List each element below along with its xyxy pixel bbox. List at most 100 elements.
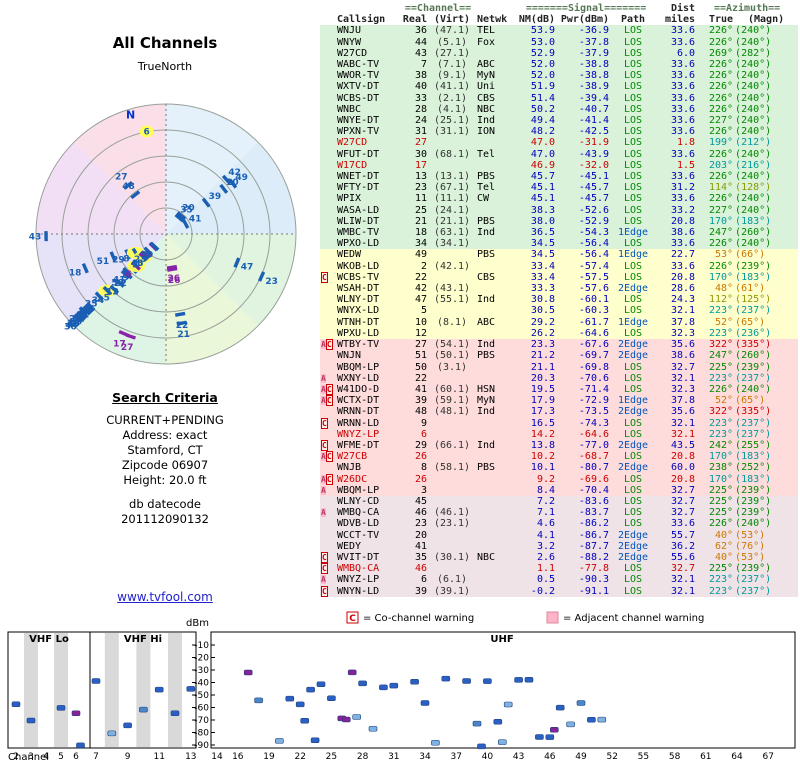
path: LOS	[624, 92, 643, 104]
co-channel-warning-icon: C	[325, 383, 333, 395]
station-row: W17CD 17 46.9 -32.0 LOS 1.5 203° (216°)	[320, 159, 799, 172]
col-path: Path	[620, 14, 646, 26]
channel-real: 12	[414, 327, 427, 339]
azimuth-true: 227°	[708, 204, 734, 216]
noise-margin-db: -0.2	[530, 585, 556, 597]
channel-virtual: (68.1)	[433, 148, 471, 160]
azimuth-true: 223°	[708, 574, 734, 586]
radar-marker-ch21	[176, 320, 187, 326]
callsign: WNYN-LD	[337, 585, 380, 597]
azimuth-magnetic: (240°)	[735, 59, 772, 71]
distance-miles: 32.3	[670, 327, 696, 339]
path: 2Edge	[617, 462, 649, 474]
channel-real: 13	[414, 171, 427, 183]
chart-marker-ch49	[576, 700, 586, 706]
azimuth-true: 40°	[714, 551, 734, 563]
search-criteria-heading: Search Criteria	[112, 390, 218, 405]
db-datecode: db datecode 201112090132	[40, 497, 290, 527]
radar-marker-ch26	[167, 266, 178, 272]
warning-flags	[320, 541, 336, 552]
power-dbm: -77.0	[578, 439, 610, 451]
path: LOS	[624, 383, 643, 395]
station-row: WBQM-LP 50 (3.1) 21.1 -69.8 LOS 32.7 225° (239°)	[320, 361, 799, 373]
warning-flags: C	[320, 439, 336, 451]
search-criteria: Search Criteria CURRENT+PENDING Address:…	[40, 390, 290, 488]
azimuth-true: 242°	[708, 439, 734, 451]
y-tick-label: -60	[194, 704, 209, 714]
radar-channel-label: 6	[144, 250, 150, 260]
channel-virtual	[428, 563, 476, 574]
chart-marker-ch25	[327, 695, 336, 702]
channel-real: 22	[414, 372, 427, 384]
col-true: True	[708, 14, 734, 26]
radar-channel-label: 2	[96, 294, 102, 304]
power-dbm: -60.3	[578, 305, 610, 317]
y-tick-label: -80	[194, 729, 209, 739]
col-miles: miles	[664, 14, 696, 26]
criteria-city: Stamford, CT	[127, 443, 203, 457]
noise-margin-db: 10.1	[530, 462, 556, 474]
power-dbm: -74.3	[578, 417, 610, 429]
warning-flags: A	[320, 373, 336, 384]
power-dbm: -32.0	[578, 159, 610, 171]
callsign: WWOR-TV	[337, 70, 380, 82]
channel-real: 40	[414, 81, 427, 93]
co-channel-warning-icon: C	[321, 417, 328, 429]
col-magn: (Magn)	[747, 14, 785, 26]
station-row: WNYE-DT 24 (25.1) Ind 49.4 -41.4 LOS 33.6 227° (2…	[320, 115, 799, 127]
radar-channel-label: 46	[139, 250, 152, 260]
radar-highlight	[139, 125, 154, 138]
warning-flags	[320, 160, 336, 171]
callsign: WNYZ-LP	[337, 574, 380, 586]
chart-marker-ch6	[76, 742, 85, 749]
path: LOS	[624, 81, 643, 93]
adjacent-channel-warning-icon: A	[321, 474, 326, 484]
azimuth-magnetic: (282°)	[735, 47, 772, 59]
station-row: WLIW-DT 21 (21.1) PBS 38.0 -52.9 LOS 20.8 170° (1…	[320, 215, 799, 228]
tvfool-link[interactable]: www.tvfool.com	[117, 590, 213, 604]
warning-flags: AC	[320, 383, 336, 395]
warning-flags	[320, 317, 336, 328]
warning-flags	[320, 126, 336, 137]
warning-flags	[320, 48, 336, 59]
warning-flags	[320, 93, 336, 104]
radar-channel-label: 41	[113, 275, 126, 285]
chart-marker-ch31	[389, 682, 399, 689]
radar-marker-ch27	[123, 181, 134, 190]
unused-channel-band	[136, 633, 151, 747]
channel-virtual	[428, 429, 476, 440]
azimuth-true: 52°	[714, 316, 734, 328]
noise-margin-db: 52.9	[530, 47, 556, 59]
station-row: WABC-TV 7 (7.1) ABC 52.0 -38.8 LOS 33.6 226° (240…	[320, 59, 799, 71]
channel-real: 30	[414, 148, 427, 160]
callsign: W26DC	[337, 473, 368, 485]
noise-margin-db: 21.2	[530, 350, 556, 362]
azimuth-true: 170°	[708, 215, 734, 227]
path: LOS	[624, 126, 643, 138]
power-dbm: -83.7	[578, 507, 610, 519]
radar-channel-label: 23	[134, 255, 147, 265]
network	[476, 530, 516, 541]
network: CW	[477, 193, 490, 205]
distance-miles: 35.6	[670, 339, 696, 351]
noise-margin-db: 0.5	[536, 574, 556, 586]
radar-channel-label: 30	[74, 313, 87, 323]
station-row: C WCBS-TV 22 CBS 33.4 -57.5 LOS 20.8 170° (183°)	[320, 271, 799, 284]
channel-real: 44	[414, 36, 427, 48]
power-dbm: -38.8	[578, 70, 610, 82]
callsign: WEDW	[337, 249, 362, 261]
azimuth-true: 48°	[714, 283, 734, 295]
x-tick-label: 22	[294, 752, 305, 762]
radar-channel-label: 6	[126, 270, 132, 280]
chart-marker-ch24	[316, 681, 326, 688]
network: ABC	[477, 59, 496, 71]
callsign: W27CB	[337, 451, 368, 463]
noise-margin-db: 7.2	[536, 495, 556, 507]
network	[476, 541, 516, 552]
path: LOS	[624, 473, 643, 485]
channel-real: 5	[420, 305, 427, 317]
path: 2Edge	[617, 350, 649, 362]
noise-margin-db: 48.2	[530, 126, 556, 138]
x-tick-label: 67	[762, 752, 773, 762]
azimuth-true: 226°	[708, 92, 734, 104]
